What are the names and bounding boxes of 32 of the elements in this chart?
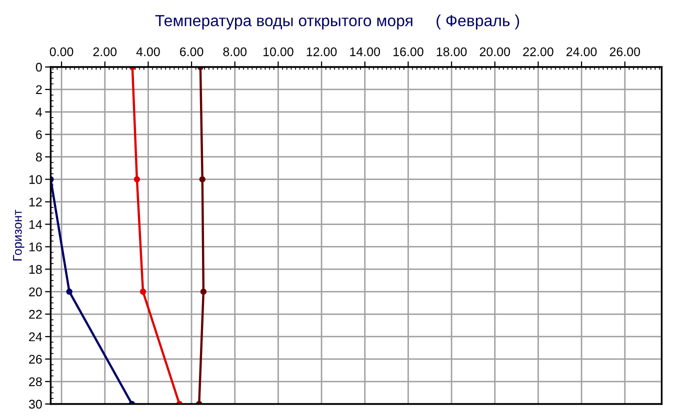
y-tick-label: 10	[29, 175, 42, 184]
x-tick-label: 20.00	[480, 47, 510, 56]
y-tick-label: 8	[36, 152, 42, 162]
chart-title: Температура воды открытого моря ( Февраль )	[155, 14, 520, 30]
x-tick-label: 8.00	[223, 47, 247, 56]
y-tick-label: 12	[29, 198, 42, 206]
x-tick-label: 16.00	[394, 47, 424, 56]
x-tick-label: 0.00	[50, 47, 74, 56]
x-tick-label: 26.00	[610, 47, 640, 56]
x-tick-label: 6.00	[180, 47, 204, 56]
x-tick-label: 24.00	[566, 47, 597, 56]
y-tick-label: 20	[29, 287, 42, 296]
y-tick-label: 2	[36, 85, 42, 94]
y-tick-label: 14	[29, 220, 42, 229]
x-tick-label: 22.00	[523, 47, 554, 56]
y-tick-label: 22	[29, 310, 42, 319]
x-tick-label: 2.00	[93, 47, 117, 56]
y-tick-label: 28	[29, 377, 42, 386]
y-tick-label: 18	[29, 265, 42, 274]
y-tick-label: 30	[28, 400, 42, 409]
y-tick-label: 26	[29, 354, 42, 364]
y-tick-label: 24	[29, 332, 42, 342]
x-tick-label: 10.00	[264, 47, 294, 56]
y-tick-label: 0	[36, 62, 42, 72]
x-tick-label: 4.00	[136, 47, 160, 56]
y-tick-label: 6	[36, 130, 42, 140]
y-axis-title: Горизонт	[13, 210, 24, 260]
y-tick-label: 16	[29, 242, 42, 252]
x-tick-label: 18.00	[436, 47, 467, 56]
x-tick-label: 12.00	[306, 47, 337, 56]
y-tick-label: 4	[36, 108, 42, 116]
x-tick-label: 14.00	[350, 47, 380, 56]
